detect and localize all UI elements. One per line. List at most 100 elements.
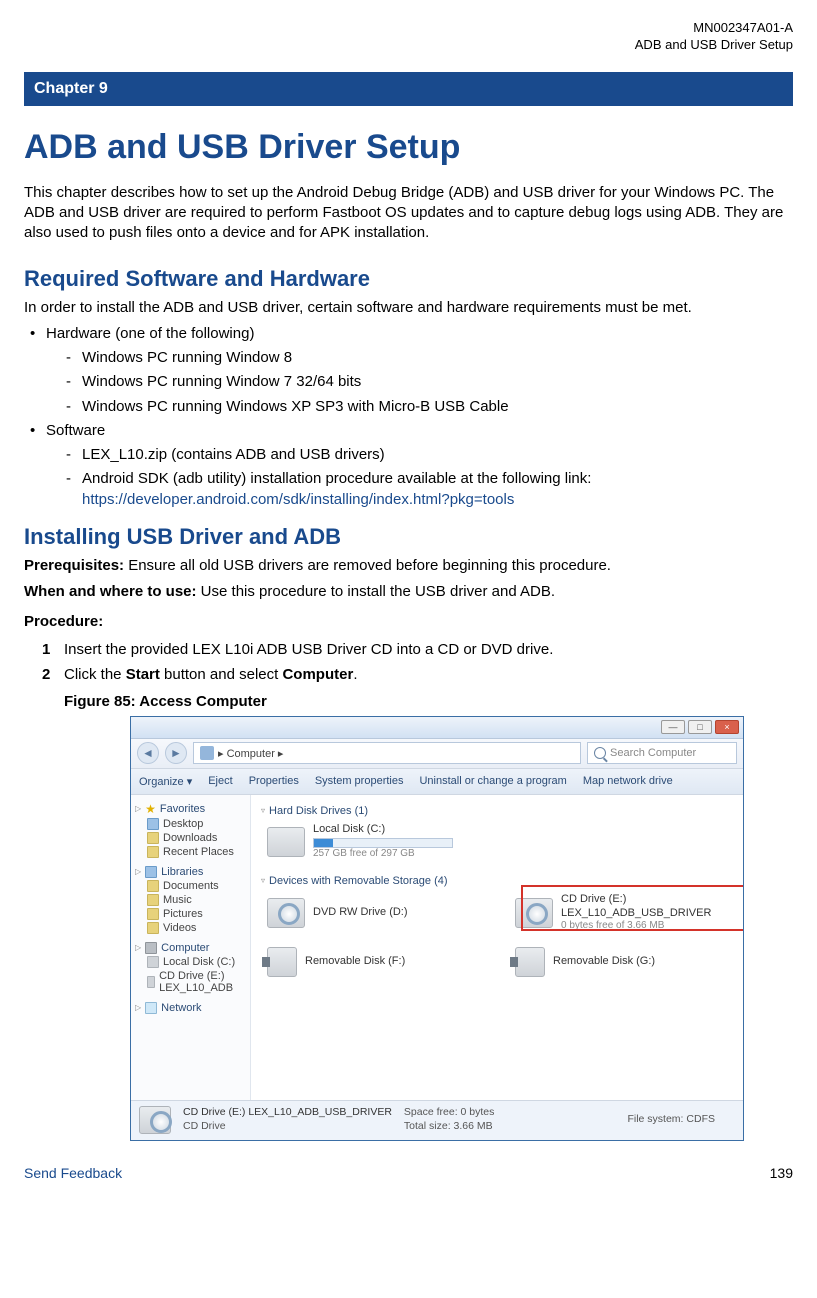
doc-id: MN002347A01-A	[24, 20, 793, 37]
sidebar: ▷★Favorites Desktop Downloads Recent Pla…	[131, 795, 251, 1100]
usb-icon	[267, 947, 297, 977]
toolbar-map-drive[interactable]: Map network drive	[583, 775, 673, 787]
toolbar-uninstall[interactable]: Uninstall or change a program	[419, 775, 566, 787]
status-title: CD Drive (E:) LEX_L10_ADB_USB_DRIVER	[183, 1106, 392, 1120]
when-text: Use this procedure to install the USB dr…	[197, 583, 556, 600]
android-sdk-link[interactable]: https://developer.android.com/sdk/instal…	[82, 491, 514, 508]
hw-item: Windows PC running Window 7 32/64 bits	[62, 372, 793, 392]
toolbar-properties[interactable]: Properties	[249, 775, 299, 787]
window-body: ▷★Favorites Desktop Downloads Recent Pla…	[131, 795, 743, 1100]
drive-removable-f[interactable]: Removable Disk (F:)	[267, 947, 485, 977]
figure-screenshot: — □ × ◄ ► ▸ Computer ▸ Search Computer O…	[130, 716, 744, 1141]
doc-section: ADB and USB Driver Setup	[24, 37, 793, 54]
step-2-mid: button and select	[160, 666, 283, 683]
step-2-start: Start	[126, 666, 160, 683]
search-icon	[594, 747, 606, 759]
group-hdd: ▿Hard Disk Drives (1)	[261, 805, 733, 817]
minimize-button[interactable]: —	[661, 720, 685, 734]
status-bar: CD Drive (E:) LEX_L10_ADB_USB_DRIVER CD …	[131, 1100, 743, 1140]
toolbar-organize[interactable]: Organize ▾	[139, 775, 192, 788]
star-icon: ★	[145, 802, 156, 816]
status-sub: CD Drive	[183, 1120, 392, 1134]
disk-icon	[147, 956, 159, 968]
sidebar-item-desktop[interactable]: Desktop	[133, 817, 248, 831]
step-1: 1Insert the provided LEX L10i ADB USB Dr…	[42, 639, 793, 660]
hardware-label: Hardware (one of the following)	[46, 325, 254, 342]
toolbar-system-properties[interactable]: System properties	[315, 775, 404, 787]
sb-network-title[interactable]: ▷Network	[133, 1001, 248, 1015]
section-required-lead: In order to install the ADB and USB driv…	[24, 298, 793, 318]
step-2-pre: Click the	[64, 666, 126, 683]
drive-localdisk[interactable]: Local Disk (C:) 257 GB free of 297 GB	[267, 823, 497, 861]
toolbar: Organize ▾ Eject Properties System prope…	[131, 769, 743, 795]
sb-libraries-title[interactable]: ▷Libraries	[133, 865, 248, 879]
toolbar-eject[interactable]: Eject	[208, 775, 232, 787]
drive-name: Local Disk (C:)	[313, 823, 453, 837]
maximize-button[interactable]: □	[688, 720, 712, 734]
sb-favorites-title[interactable]: ▷★Favorites	[133, 801, 248, 817]
sidebar-item-cddrive[interactable]: CD Drive (E:) LEX_L10_ADB	[133, 969, 248, 995]
sidebar-item-pictures[interactable]: Pictures	[133, 907, 248, 921]
drive-removable-g[interactable]: Removable Disk (G:)	[515, 947, 733, 977]
requirements-list: Hardware (one of the following) Windows …	[24, 324, 793, 510]
hdd-icon	[267, 827, 305, 857]
hardware-sublist: Windows PC running Window 8 Windows PC r…	[62, 348, 793, 417]
folder-icon	[147, 880, 159, 892]
close-button[interactable]: ×	[715, 720, 739, 734]
sidebar-item-recent[interactable]: Recent Places	[133, 845, 248, 859]
step-2-post: .	[353, 666, 357, 683]
hw-item: Windows PC running Windows XP SP3 with M…	[62, 397, 793, 417]
cd-icon	[147, 976, 155, 988]
computer-icon	[145, 942, 157, 954]
explorer-window: — □ × ◄ ► ▸ Computer ▸ Search Computer O…	[130, 716, 744, 1141]
sb-network: ▷Network	[133, 1001, 248, 1015]
sidebar-item-localdisk[interactable]: Local Disk (C:)	[133, 955, 248, 969]
when-where: When and where to use: Use this procedur…	[24, 582, 793, 602]
step-1-text: Insert the provided LEX L10i ADB USB Dri…	[64, 641, 553, 658]
sb-computer: ▷Computer Local Disk (C:) CD Drive (E:) …	[133, 941, 248, 995]
sidebar-item-videos[interactable]: Videos	[133, 921, 248, 935]
status-cd-icon	[139, 1106, 171, 1134]
section-required-heading: Required Software and Hardware	[24, 266, 793, 292]
sidebar-item-music[interactable]: Music	[133, 893, 248, 907]
status-space-lbl: Space free:	[404, 1106, 458, 1118]
section-install-heading: Installing USB Driver and ADB	[24, 524, 793, 550]
page-header: MN002347A01-A ADB and USB Driver Setup	[24, 20, 793, 54]
address-bar[interactable]: ▸ Computer ▸	[193, 742, 581, 764]
status-space-val: 0 bytes	[461, 1106, 495, 1118]
highlight-box	[521, 885, 743, 931]
drive-dvd[interactable]: DVD RW Drive (D:)	[267, 893, 485, 933]
prereq-label: Prerequisites:	[24, 557, 124, 574]
computer-icon	[200, 746, 214, 760]
back-button[interactable]: ◄	[137, 742, 159, 764]
desktop-icon	[147, 818, 159, 830]
status-total-val: 3.66 MB	[454, 1120, 493, 1132]
intro-paragraph: This chapter describes how to set up the…	[24, 183, 793, 244]
status-fs-val: CDFS	[686, 1113, 715, 1125]
send-feedback-link[interactable]: Send Feedback	[24, 1165, 122, 1181]
breadcrumb: ▸ Computer ▸	[218, 747, 283, 760]
nav-row: ◄ ► ▸ Computer ▸ Search Computer	[131, 739, 743, 769]
search-box[interactable]: Search Computer	[587, 742, 737, 764]
main-pane: ▿Hard Disk Drives (1) Local Disk (C:) 25…	[251, 795, 743, 1100]
dvd-icon	[267, 898, 305, 928]
software-sublist: LEX_L10.zip (contains ADB and USB driver…	[62, 445, 793, 510]
folder-icon	[147, 846, 159, 858]
sb-libraries: ▷Libraries Documents Music Pictures Vide…	[133, 865, 248, 935]
drive-sub: 257 GB free of 297 GB	[313, 848, 453, 861]
sidebar-item-downloads[interactable]: Downloads	[133, 831, 248, 845]
step-2-computer: Computer	[282, 666, 353, 683]
procedure-label: Procedure:	[24, 612, 793, 632]
sb-computer-title[interactable]: ▷Computer	[133, 941, 248, 955]
software-item: Software LEX_L10.zip (contains ADB and U…	[24, 421, 793, 510]
software-label: Software	[46, 422, 105, 439]
status-fs-lbl: File system:	[627, 1113, 683, 1125]
sw-item: LEX_L10.zip (contains ADB and USB driver…	[62, 445, 793, 465]
page-title: ADB and USB Driver Setup	[24, 128, 793, 167]
window-titlebar: — □ ×	[131, 717, 743, 739]
sw-item: Android SDK (adb utility) installation p…	[62, 469, 793, 510]
forward-button[interactable]: ►	[165, 742, 187, 764]
sw-item-pre: Android SDK (adb utility) installation p…	[82, 470, 591, 487]
network-icon	[145, 1002, 157, 1014]
sidebar-item-documents[interactable]: Documents	[133, 879, 248, 893]
